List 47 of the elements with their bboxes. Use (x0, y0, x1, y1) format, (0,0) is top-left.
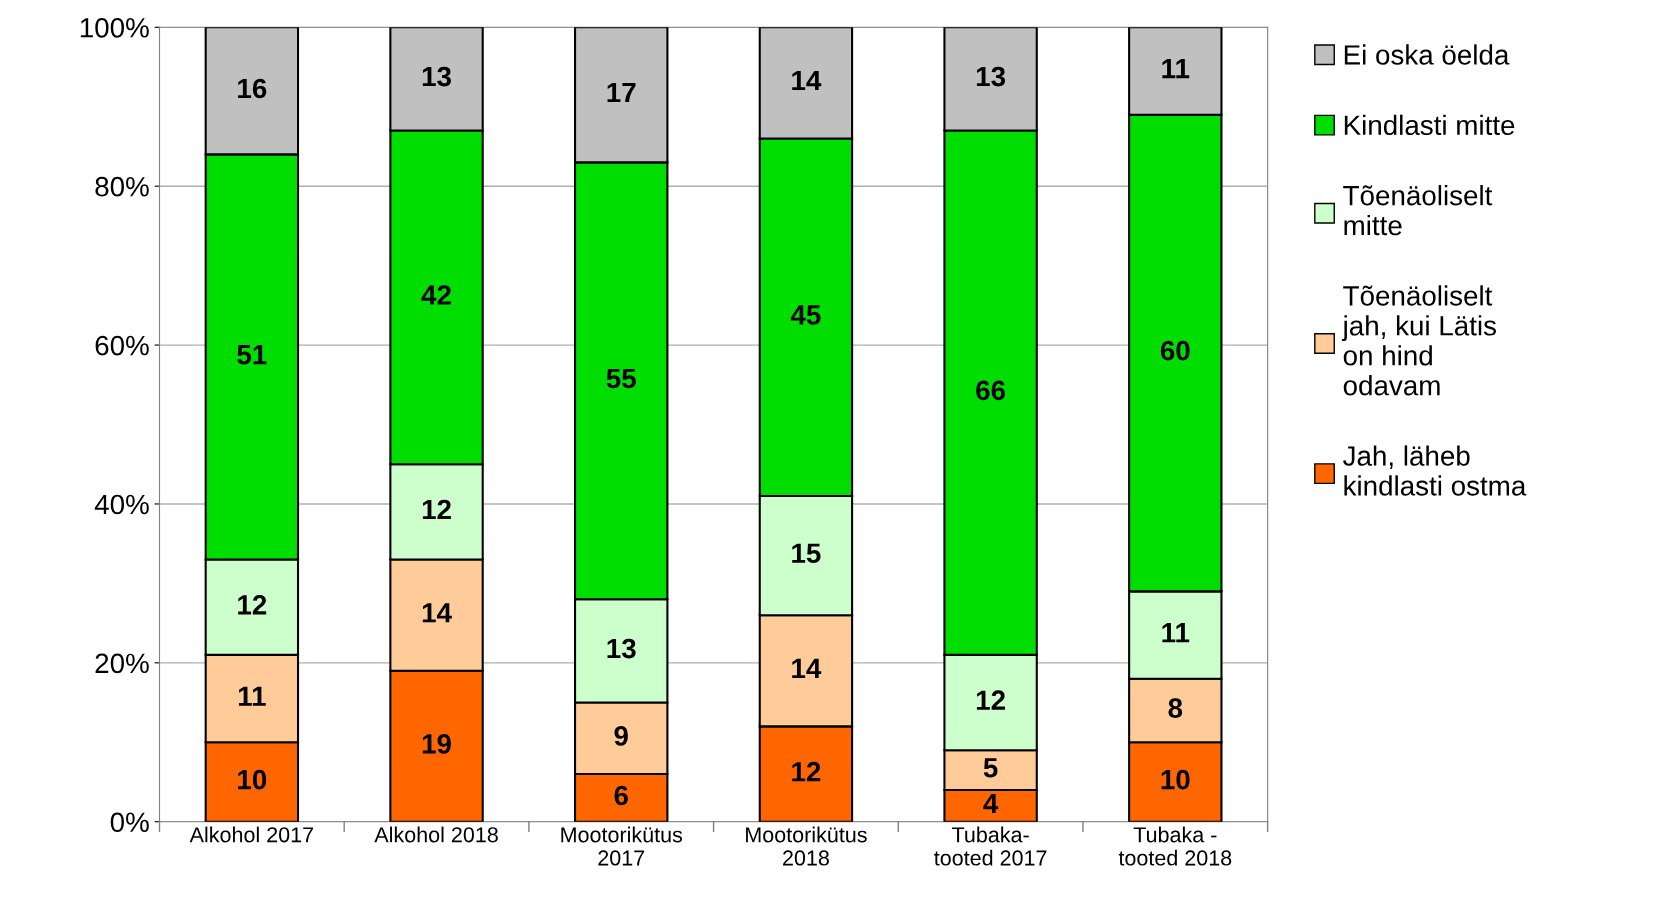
data-label: 11 (1162, 59, 1190, 79)
legend-label: Kindlasti mitte (1344, 114, 1515, 136)
data-label: 17 (607, 82, 636, 103)
data-label: 66 (976, 380, 1006, 401)
data-label: 4 (983, 793, 999, 814)
x-tick-label: Tubaka - tooted 2018 (1118, 826, 1232, 866)
data-label: 16 (238, 78, 267, 99)
data-label: 11 (1162, 623, 1190, 643)
data-label: 12 (238, 595, 267, 615)
data-label: 14 (422, 603, 452, 623)
legend-label: Ei oska öelda (1344, 44, 1510, 65)
data-label: 13 (976, 66, 1006, 87)
y-tick-label: 100% (80, 17, 149, 38)
data-label: 45 (790, 305, 821, 325)
x-tick-label: Alkohol 2017 (189, 826, 314, 843)
data-label: 51 (237, 345, 267, 365)
data-label: 6 (614, 785, 628, 806)
y-tick-label: 60% (95, 335, 149, 356)
data-label: 10 (238, 769, 267, 790)
data-label: 12 (976, 690, 1005, 710)
x-tick-label: Tubaka- tooted 2017 (934, 826, 1047, 866)
data-label: 9 (614, 726, 628, 746)
data-label: 10 (1161, 769, 1190, 790)
data-label: 42 (421, 285, 451, 305)
y-tick-label: 80% (95, 176, 149, 197)
x-tick-label: Alkohol 2018 (374, 826, 498, 843)
data-label: 13 (422, 66, 451, 87)
x-tick-label: Mootorikütus 2017 (561, 826, 683, 866)
y-tick-label: 40% (94, 494, 149, 515)
data-label: 15 (792, 543, 821, 564)
data-label: 12 (422, 499, 451, 520)
data-label: 19 (422, 734, 451, 754)
data-label: 8 (1168, 698, 1183, 718)
y-tick-label: 20% (95, 653, 149, 674)
data-label: 5 (983, 758, 998, 778)
data-label: 13 (607, 638, 636, 659)
legend-label: Tõenäoliselt jah, kui Lätis on hind odavam (1341, 285, 1496, 396)
data-label: 14 (792, 70, 822, 91)
y-tick-label: 0% (110, 812, 149, 833)
data-label: 14 (792, 658, 822, 678)
data-label: 12 (792, 761, 821, 782)
data-label: 60 (1160, 340, 1190, 361)
x-tick-label: Mootorikütus 2018 (746, 826, 867, 866)
legend-label: Tõenäoliselt mitte (1343, 185, 1493, 236)
data-label: 55 (606, 368, 636, 389)
legend-label: Jah, läheb kindlasti ostma (1343, 445, 1527, 496)
data-label: 11 (238, 686, 266, 706)
